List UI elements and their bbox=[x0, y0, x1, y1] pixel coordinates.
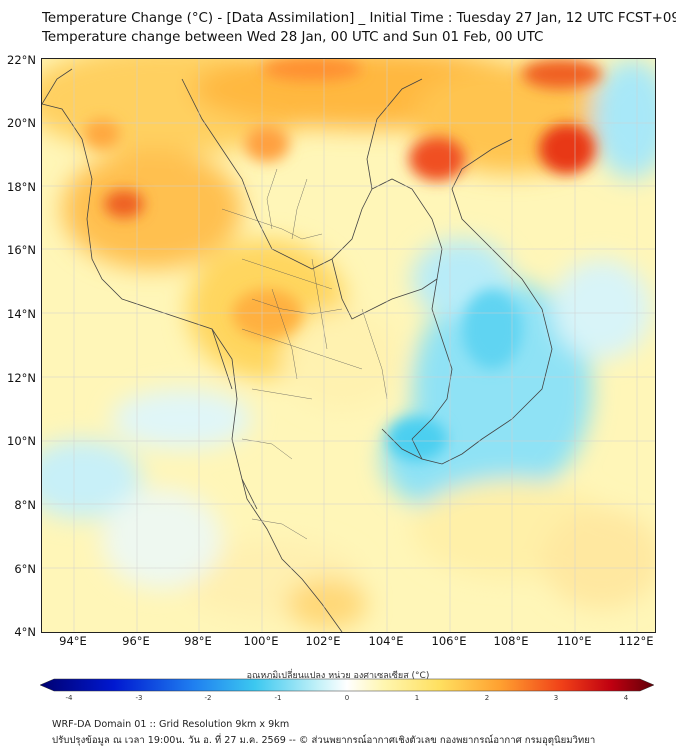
lon-label: 96°E bbox=[122, 634, 150, 648]
colorbar-tick: 0 bbox=[344, 694, 350, 702]
lon-label: 98°E bbox=[184, 634, 212, 648]
colorbar bbox=[39, 678, 655, 692]
colorbar-tick: 4 bbox=[623, 694, 629, 702]
lon-label: 102°E bbox=[305, 634, 341, 648]
lon-label: 106°E bbox=[431, 634, 467, 648]
lat-label: 10°N bbox=[7, 434, 36, 448]
map-title-line2: Temperature change between Wed 28 Jan, 0… bbox=[42, 30, 544, 45]
colorbar-tick: -4 bbox=[65, 694, 73, 702]
lon-label: 110°E bbox=[556, 634, 592, 648]
lon-label: 94°E bbox=[59, 634, 87, 648]
colorbar-tick: 2 bbox=[484, 694, 490, 702]
lat-label: 12°N bbox=[7, 371, 36, 385]
lon-label: 108°E bbox=[493, 634, 529, 648]
temperature-hotspots bbox=[84, 59, 602, 461]
map-field-svg bbox=[42, 59, 655, 632]
lat-label: 16°N bbox=[7, 243, 36, 257]
colorbar-tick: -1 bbox=[274, 694, 282, 702]
map-title-line1: Temperature Change (°C) - [Data Assimila… bbox=[42, 11, 676, 26]
colorbar-tick: 1 bbox=[414, 694, 420, 702]
lon-label: 100°E bbox=[243, 634, 279, 648]
lat-label: 8°N bbox=[14, 498, 36, 512]
footer-update-info: ปรับปรุงข้อมูล ณ เวลา 19:00น. วัน อ. ที่… bbox=[52, 735, 596, 746]
lat-label: 18°N bbox=[7, 180, 36, 194]
colorbar-label: อุณหภูมิเปลี่ยนแปลง หน่วย องศาเซลเซียส (… bbox=[246, 671, 430, 681]
lat-label: 20°N bbox=[7, 116, 36, 130]
province-borders bbox=[221, 168, 388, 540]
lat-label: 4°N bbox=[14, 625, 36, 639]
colorbar-tick: -2 bbox=[204, 694, 212, 702]
colorbar-tick: 3 bbox=[553, 694, 559, 702]
colorbar-tick: -3 bbox=[135, 694, 143, 702]
lon-label: 104°E bbox=[368, 634, 404, 648]
lat-label: 14°N bbox=[7, 307, 36, 321]
temperature-change-map bbox=[41, 58, 656, 633]
country-borders bbox=[42, 68, 553, 632]
lat-label: 6°N bbox=[14, 562, 36, 576]
footer-model-info: WRF-DA Domain 01 :: Grid Resolution 9km … bbox=[52, 719, 290, 730]
colorbar-gradient bbox=[39, 678, 655, 692]
lon-label: 112°E bbox=[618, 634, 654, 648]
graticule bbox=[42, 59, 655, 632]
lat-label: 22°N bbox=[7, 53, 36, 67]
